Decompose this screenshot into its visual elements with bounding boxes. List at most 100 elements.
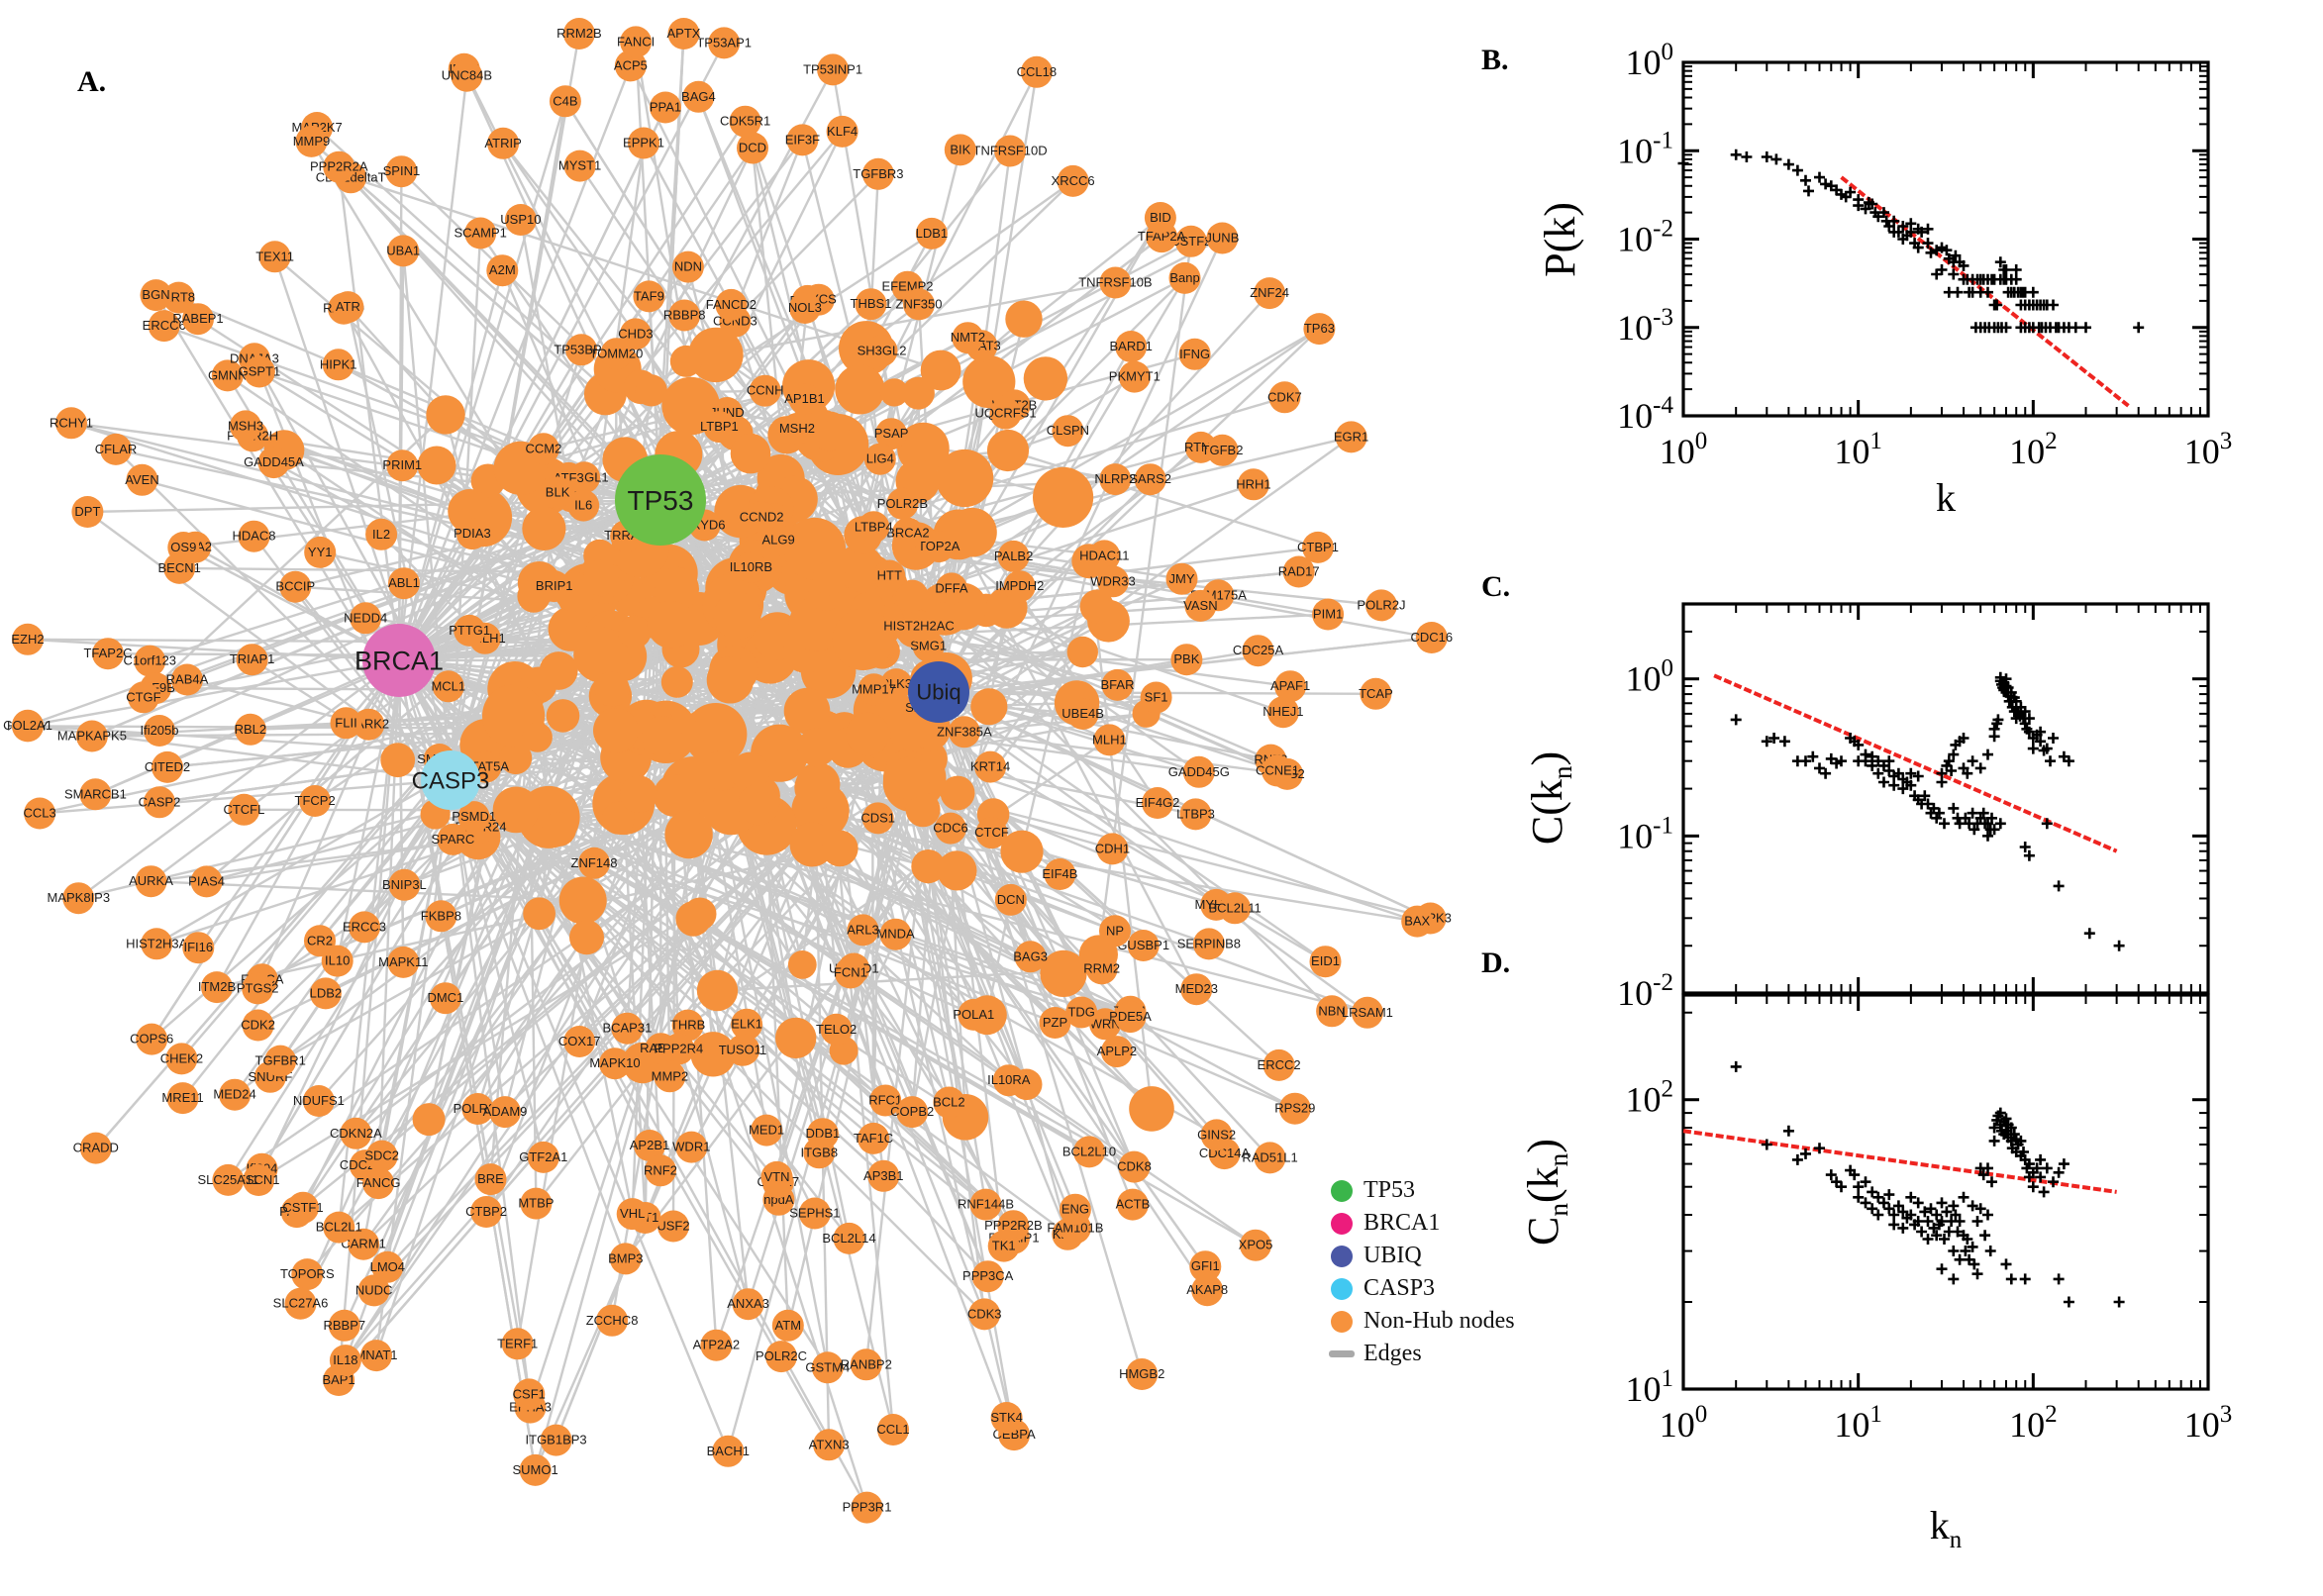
gene-label: TNFRSF10D [973,144,1048,158]
network-edge [558,828,1056,1025]
network-node [432,670,464,703]
network-node [1302,531,1334,563]
gene-label: CCL18 [1017,64,1057,79]
network-node [749,374,781,407]
hub-node-Ubiq [908,661,969,723]
network-node [920,349,961,391]
panel-b-label: B. [1481,44,1509,76]
network-node [990,1402,1023,1434]
network-node [360,1340,392,1372]
network-node [549,85,581,118]
gene-label: POLR2J [1357,597,1405,612]
ubiq-dot-icon [1331,1245,1353,1267]
network-node [1316,995,1349,1028]
network-nodes: TCAPIfi204TP53INP1P53AIP1H2AFYSMG1ZCCHC8… [3,18,1453,1524]
network-node [1134,463,1166,496]
gene-label: RPS29 [1274,1101,1315,1116]
network-node [762,524,795,556]
gene-label: MAPKAPK5 [57,729,127,744]
gene-label: TOP2A [918,539,960,553]
network-node [737,132,768,164]
gene-label: BLK [546,484,570,499]
network-node [12,623,44,655]
network-node [602,801,636,835]
network-node [667,18,700,50]
network-node [1189,1250,1222,1283]
network-node [618,615,652,649]
gene-label: NUDC [355,1282,393,1297]
network-node [140,279,172,312]
network-node [688,327,744,383]
scatter-markers [1730,1060,2125,1308]
network-node [388,868,421,901]
network-node [258,241,291,273]
network-edge [398,172,879,661]
gene-label: VTN [764,1169,790,1184]
gene-label: APLP2 [1097,1044,1137,1058]
gene-label: EZH2 [11,632,44,647]
network-node [1351,996,1383,1029]
network-node [944,134,976,166]
axis-ylabel-c: C(kn) [1522,750,1577,846]
network-node [1240,1229,1271,1261]
gene-label: GADD45A [244,454,304,469]
gene-label: IL6 [574,498,592,513]
network-edge [519,219,590,595]
network-node [362,1167,395,1200]
network-node [519,1453,552,1486]
network-node [353,708,385,741]
network-node [437,823,469,855]
gene-label: IL10RA [987,1072,1031,1087]
gene-label: TFAP2C [83,646,132,660]
network-node [935,812,966,845]
network-node [855,288,887,321]
gene-label: CTCFL [223,802,264,817]
gene-label: ZNF350 [896,296,943,311]
network-edge [338,913,701,1229]
network-node [1096,833,1129,865]
gene-label: PPP3CA [962,1268,1014,1283]
network-node [492,786,540,834]
gene-label: USF2 [656,1219,689,1234]
gene-label: BNIP3L [382,877,427,892]
gene-label: BID [1150,210,1171,225]
tp53-dot-icon [1331,1179,1353,1202]
network-edge [397,106,667,661]
gene-label: CDK7 [1267,389,1302,404]
gene-label: MAPK8IP3 [48,890,111,905]
gene-label: SEPHS1 [789,1206,840,1221]
gene-label: BAG3 [1013,948,1048,963]
network-node [975,817,1008,849]
gene-label: ERCC2 [1258,1057,1301,1072]
network-node [291,1258,324,1291]
x-tick-label: 102 [2009,1401,2058,1445]
network-node [645,1154,676,1187]
gene-label: NDN [674,259,702,274]
gene-label: BRIP1 [536,578,573,593]
network-node [788,596,844,651]
gene-label: CARM1 [341,1237,386,1251]
network-node [569,920,604,955]
y-tick-label: 100 [1626,39,1674,82]
network-node [243,1164,275,1196]
network-node [464,217,497,249]
gene-label: IFNG [1179,347,1210,361]
network-node [520,1187,553,1220]
network-node [1178,338,1211,370]
network-hub-nodes: TP53 BRCA1 Ubiq CASP3 [354,454,969,810]
legend-label: TP53 [1364,1177,1416,1203]
network-node [1180,973,1213,1006]
network-node [634,1130,665,1161]
gene-label: BACH1 [707,1444,750,1458]
gene-label: LTBP3 [1176,806,1215,821]
gene-label: SPIN1 [383,163,421,178]
network-node [242,972,274,1005]
y-tick-label: 10-2 [1617,216,1673,259]
gene-label: GSPT1 [239,364,281,379]
network-node [1165,562,1198,595]
network-node [1100,1036,1133,1068]
network-node [538,570,570,603]
network-node [1073,1136,1105,1168]
network-edge [336,659,401,961]
network-node [657,1210,689,1243]
